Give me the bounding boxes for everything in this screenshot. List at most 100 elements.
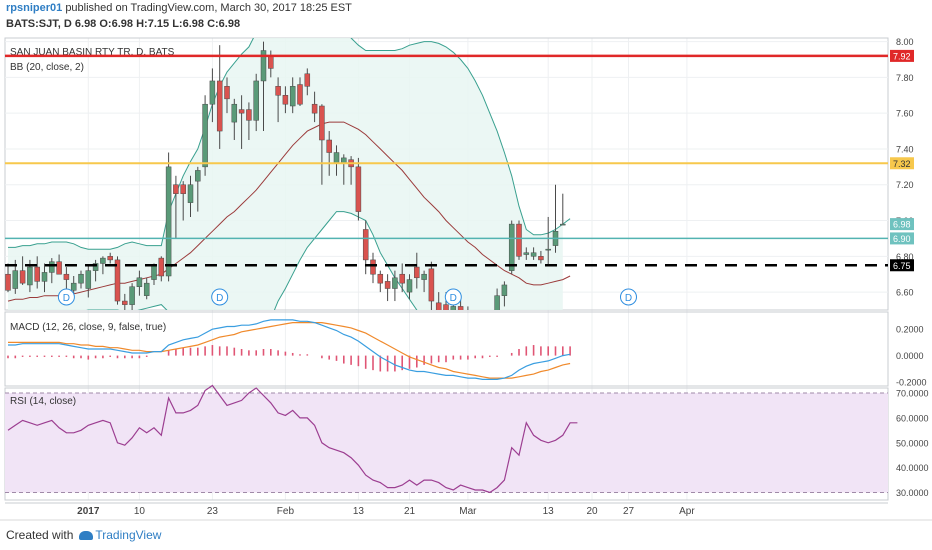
candle-up [49, 261, 55, 273]
price-tick-label: 6.80 [896, 252, 914, 262]
candle-down [56, 261, 62, 275]
candle-down [246, 109, 252, 121]
candle-down [268, 55, 274, 69]
rsi-tick-label: 50.0000 [896, 438, 929, 448]
symbol-ohlc-line: BATS:SJT, D 6.98 O:6.98 H:7.15 L:6.98 C:… [6, 18, 241, 30]
candle-up [392, 277, 398, 289]
candle-up [187, 184, 194, 203]
rsi-pane[interactable] [5, 384, 888, 494]
candle-down [362, 229, 369, 261]
candle-up [523, 252, 530, 255]
price-tick-label: 7.20 [896, 180, 914, 190]
bollinger-fill [8, 38, 563, 310]
tradingview-brand-link[interactable]: TradingView [95, 528, 162, 542]
dividend-marker [620, 288, 637, 306]
teal-price-line-tag [890, 232, 914, 245]
interval: D [63, 18, 72, 30]
dividend-marker-label: D [450, 293, 457, 304]
x-tick-label: 10 [134, 506, 146, 517]
x-tick-label: Feb [277, 506, 295, 517]
candle-down [158, 257, 165, 277]
publish-info: rpsniper01 published on TradingView.com,… [6, 2, 352, 14]
rsi-tick-label: 40.0000 [896, 463, 929, 473]
rsi-tick-label: 60.0000 [896, 413, 929, 423]
bollinger-lower-line [86, 211, 418, 310]
x-tick-label: 23 [207, 506, 219, 517]
candle-up [480, 319, 485, 321]
price-tick-label: 7.80 [896, 73, 914, 83]
candle-up [136, 277, 143, 287]
candle-up [487, 321, 492, 323]
candle-up [260, 50, 267, 82]
pane-frame [4, 311, 889, 387]
publisher-username[interactable]: rpsniper01 [6, 2, 63, 14]
bollinger-upper-line [8, 38, 571, 250]
macd-tick-label: 0.2000 [896, 325, 924, 335]
candle-down [516, 223, 522, 257]
x-tick-label: 13 [543, 506, 555, 517]
candle-down [538, 256, 544, 261]
x-tick-label: Apr [679, 506, 695, 517]
candle-up [209, 80, 216, 105]
macd-tick-label: -0.2000 [896, 378, 927, 388]
candle-up [421, 273, 427, 280]
dividend-marker-label: D [63, 293, 70, 304]
teal-price-line-label: 6.90 [893, 234, 911, 244]
candle-up [253, 80, 259, 121]
candle-down [107, 256, 113, 261]
axes-layer: 2017 10 23 Feb 13 21 Mar 13 20 27 Apr 8.00 7.80 7.60 7… [77, 37, 928, 517]
candle-down [180, 184, 186, 194]
dividend-marker [211, 288, 229, 306]
candle-up [41, 272, 48, 282]
dashed-support-line-tag [890, 259, 914, 272]
macd-pane[interactable] [7, 319, 571, 380]
x-tick-label: 21 [404, 506, 416, 517]
candle-down [355, 166, 362, 212]
x-tick-label: 13 [353, 506, 365, 517]
published-text: published on TradingView.com, March 30, … [65, 2, 352, 14]
candle-up [508, 223, 515, 271]
x-tick-label: Mar [459, 506, 477, 517]
price-tick-label: 8.00 [896, 37, 914, 47]
candle-down [122, 300, 128, 305]
dividend-marker-label: D [625, 293, 632, 304]
candle-down [311, 103, 318, 114]
candle-down [414, 266, 420, 279]
candle-down [275, 86, 281, 96]
candle-up [494, 295, 500, 310]
dividend-marker-label: D [216, 293, 223, 304]
candle-down [34, 266, 40, 282]
candle-up [289, 86, 296, 107]
candle-up [530, 252, 537, 257]
candle-up [195, 170, 201, 182]
candle-down [173, 184, 179, 194]
symbol-name: BATS:SJT [6, 18, 58, 30]
candle-up [560, 223, 566, 226]
candle-up [85, 270, 92, 289]
candle-down [457, 306, 464, 310]
footer: Created with TradingView [6, 528, 161, 542]
candle-up [151, 265, 157, 280]
candle-down [326, 139, 332, 153]
candle-down [5, 273, 11, 291]
x-tick-label: 2017 [77, 506, 100, 517]
candle-up [165, 166, 172, 277]
candle-down [443, 304, 449, 310]
candle-down [297, 84, 303, 105]
ohlc-close-label: C: [207, 18, 219, 30]
yellow-resistance-line-label: 7.32 [893, 159, 911, 169]
candle-down [304, 73, 311, 87]
candle-up [406, 279, 413, 293]
last-price: 6.98 [74, 18, 97, 30]
price-pane[interactable]: D D D D [5, 0, 637, 374]
red-resistance-line-label: 7.92 [893, 51, 911, 61]
rsi-band-fill [5, 392, 888, 493]
created-with-text: Created with [6, 528, 74, 542]
candle-up [501, 284, 508, 296]
ohlc-open-label: O: [99, 18, 112, 30]
rsi-tick-label: 30.0000 [896, 488, 929, 498]
candle-down [473, 321, 478, 325]
price-tick-label: 7.40 [896, 144, 914, 154]
